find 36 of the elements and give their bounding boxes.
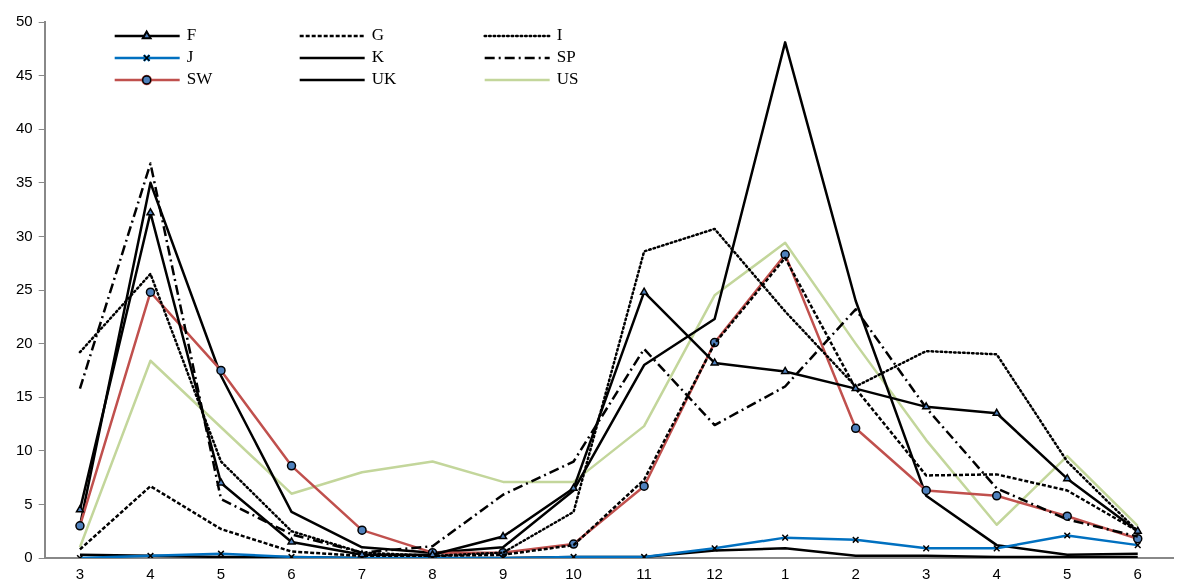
legend-label: US: [556, 69, 579, 89]
x-tick-label: 10: [565, 565, 582, 583]
y-tick-label: 45: [16, 65, 33, 83]
x-tick-label: 6: [287, 565, 296, 583]
y-tick-label: 15: [16, 387, 33, 405]
x-tick-label: 7: [357, 565, 367, 583]
y-tick-label: 20: [16, 333, 33, 351]
legend-label: SW: [186, 69, 214, 89]
y-tick-label: 40: [16, 119, 33, 137]
x-tick-label: 6: [1133, 565, 1142, 583]
y-tick-label: 35: [16, 172, 33, 190]
y-tick-label: 25: [16, 280, 33, 298]
legend-label: UK: [371, 69, 397, 89]
x-tick-label: 11: [636, 565, 652, 583]
legend-label: F: [186, 25, 197, 45]
y-tick-label: 30: [16, 226, 33, 244]
legend-label: J: [186, 47, 194, 67]
x-tick-label: 3: [75, 565, 85, 583]
x-tick-label: 1: [780, 565, 790, 583]
x-tick-label: 3: [922, 565, 931, 583]
x-tick-label: 9: [498, 565, 508, 583]
legend-label: G: [371, 25, 384, 45]
y-tick-label: 10: [16, 440, 33, 458]
x-tick-label: 12: [706, 565, 723, 583]
legend-label: K: [371, 47, 385, 67]
y-tick-label: 50: [16, 12, 33, 30]
y-tick-label: 5: [24, 494, 33, 512]
x-tick-label: 2: [851, 565, 860, 583]
legend-label: SP: [556, 47, 576, 67]
x-tick-label: 4: [992, 565, 1001, 583]
x-tick-label: 5: [216, 565, 226, 583]
x-tick-label: 8: [428, 565, 437, 583]
legend-label: I: [556, 25, 563, 45]
y-tick-label: 0: [24, 548, 33, 566]
x-tick-label: 4: [146, 565, 155, 583]
x-tick-label: 5: [1063, 565, 1072, 583]
